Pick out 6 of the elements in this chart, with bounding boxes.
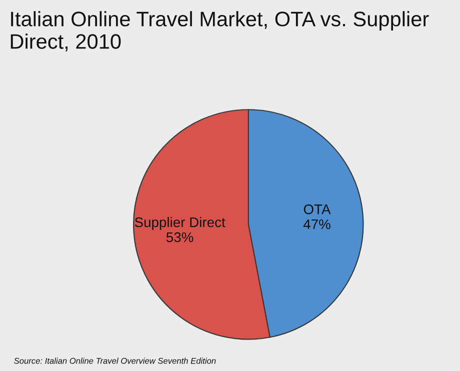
data-label: 47% [303, 219, 330, 230]
chart-title: Italian Online Travel Market, OTA vs. Supplier Direct, 2010 [10, 11, 429, 52]
slice-label: OTA [304, 204, 331, 214]
data-label: 53% [166, 232, 194, 242]
source-note: Source: Italian Online Travel Overview Seventh Edition [14, 358, 216, 364]
slice-label: Supplier Direct [134, 216, 226, 230]
